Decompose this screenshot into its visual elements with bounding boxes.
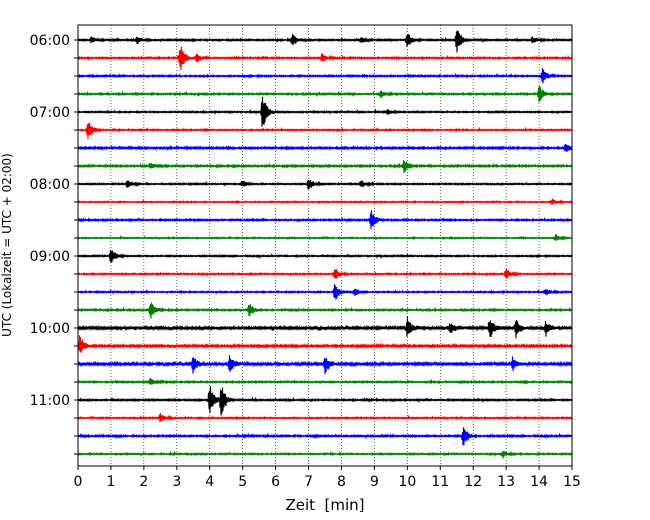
seismogram-traces [77,30,573,459]
y-axis-ticks: 06:00 07:00 08:00 09:00 10:00 11:00 [30,33,78,455]
trace-1115 [77,413,573,423]
trace-0945 [77,302,573,319]
trace-1000 [77,316,573,339]
x-tick-label: 12 [464,474,482,490]
x-tick-label: 1 [106,474,115,490]
trace-0830 [77,210,573,230]
y-tick-label: 06:00 [30,33,70,49]
x-tick-label: 3 [172,474,181,490]
trace-0615 [77,46,573,70]
trace-1145 [77,450,573,459]
y-tick-label: 08:00 [30,177,70,193]
trace-0745 [77,160,573,174]
trace-0930 [77,284,573,300]
x-tick-label: 7 [304,474,313,490]
trace-0645 [77,85,573,103]
x-tick-label: 4 [205,474,214,490]
trace-1100 [77,386,573,416]
y-axis-label: UTC (Lokalzeit = UTC + 02:00) [0,153,14,337]
trace-0630 [77,68,573,84]
x-tick-label: 2 [139,474,148,490]
x-tick-label: 10 [398,474,416,490]
plot-frame [77,24,573,467]
x-tick-label: 8 [337,474,346,490]
x-axis-label: Zeit [min] [285,496,364,514]
trace-1015 [77,335,573,353]
x-tick-label: 6 [271,474,280,490]
trace-1045 [77,377,573,386]
trace-0700 [77,96,573,127]
trace-0915 [77,268,573,280]
x-axis-ticks: 0 1 2 3 4 5 6 7 8 9 10 11 12 13 14 15 [74,466,581,490]
y-tick-label: 09:00 [30,249,70,265]
y-tick-label: 11:00 [30,393,70,409]
trace-1030 [77,355,573,375]
x-tick-label: 11 [431,474,449,490]
y-tick-label: 07:00 [30,105,70,121]
x-tick-label: 14 [530,474,548,490]
trace-0900 [77,250,573,263]
trace-1130 [77,427,573,446]
trace-0845 [77,234,573,242]
y-tick-label: 10:00 [30,321,70,337]
trace-0715 [77,122,573,140]
trace-0815 [77,198,573,205]
x-tick-label: 0 [74,474,83,490]
x-tick-label: 5 [238,474,247,490]
x-tick-label: 15 [563,474,581,490]
x-tick-label: 13 [497,474,515,490]
trace-0800 [77,179,573,190]
trace-0600 [77,30,573,53]
trace-0730 [77,143,573,152]
x-tick-label: 9 [370,474,379,490]
